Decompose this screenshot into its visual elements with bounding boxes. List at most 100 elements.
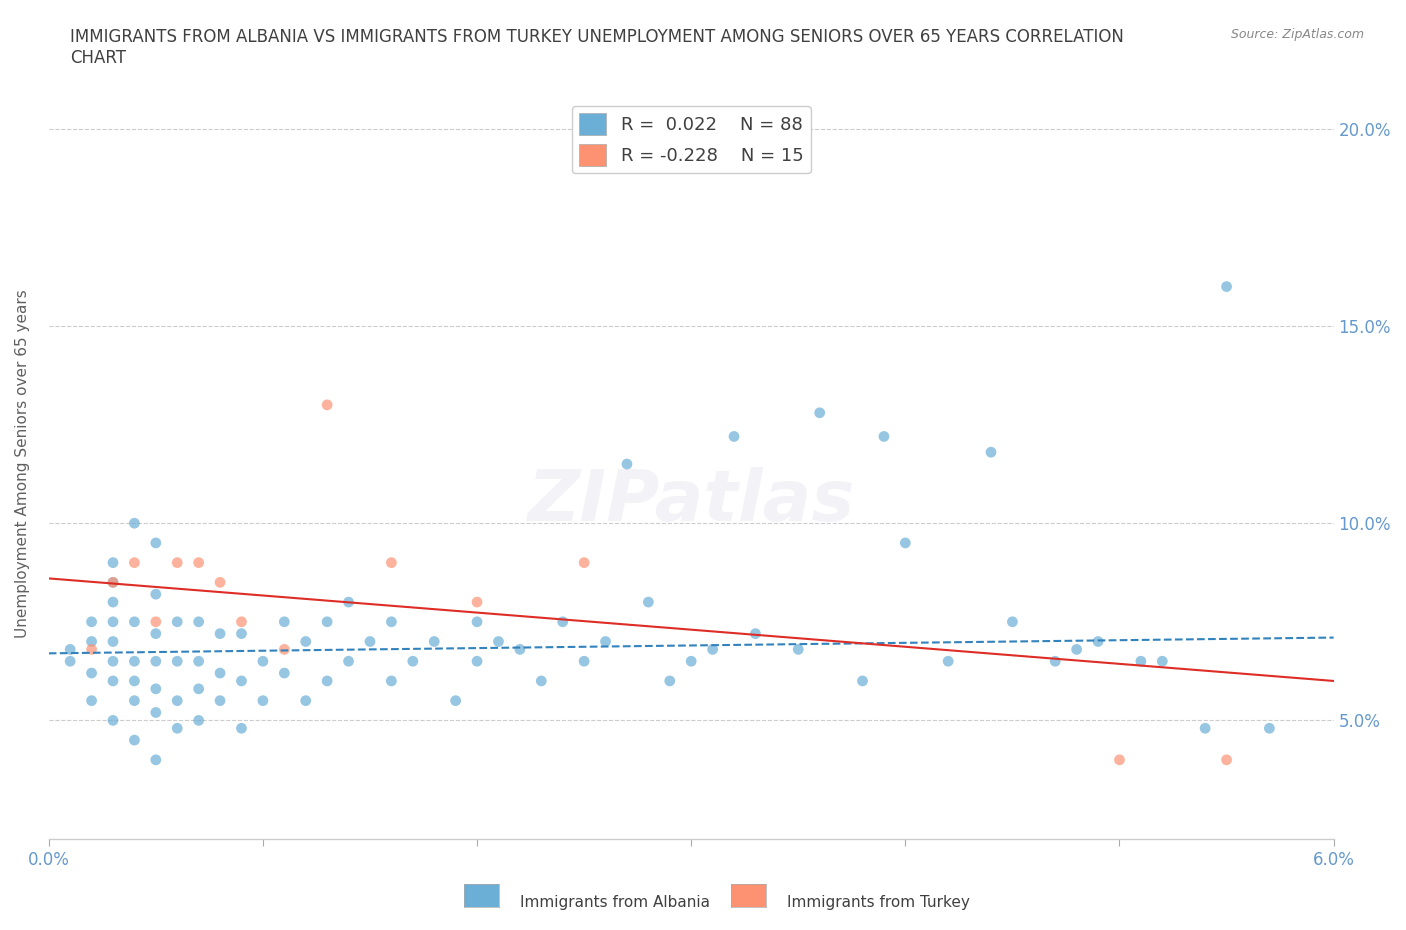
Point	[551, 615, 574, 630]
Point	[124, 516, 146, 531]
Point	[444, 693, 467, 708]
Point	[509, 642, 531, 657]
Point	[873, 429, 896, 444]
Point	[637, 594, 659, 609]
Point	[316, 397, 339, 412]
Point	[124, 615, 146, 630]
Point	[187, 555, 209, 570]
Point	[101, 673, 124, 688]
Point	[209, 693, 232, 708]
Point	[273, 666, 295, 681]
Point	[80, 634, 103, 649]
Point	[187, 654, 209, 669]
Point	[530, 673, 553, 688]
Point	[337, 654, 360, 669]
Point	[1258, 721, 1281, 736]
Point	[231, 673, 253, 688]
Point	[1045, 654, 1067, 669]
Point	[359, 634, 381, 649]
Point	[488, 634, 510, 649]
Point	[465, 615, 488, 630]
Point	[187, 713, 209, 728]
Point	[166, 721, 188, 736]
Point	[380, 615, 402, 630]
Point	[380, 673, 402, 688]
Point	[851, 673, 873, 688]
Point	[101, 713, 124, 728]
Point	[273, 615, 295, 630]
Point	[231, 615, 253, 630]
Point	[145, 615, 167, 630]
Point	[145, 752, 167, 767]
Point	[294, 634, 316, 649]
Point	[595, 634, 617, 649]
Point	[723, 429, 745, 444]
Point	[209, 575, 232, 590]
Point	[465, 654, 488, 669]
Point	[145, 536, 167, 551]
Point	[1215, 279, 1237, 294]
Point	[894, 536, 917, 551]
Point	[59, 654, 82, 669]
Point	[337, 594, 360, 609]
Point	[145, 587, 167, 602]
Point	[124, 555, 146, 570]
Point	[80, 615, 103, 630]
Point	[423, 634, 446, 649]
Point	[209, 626, 232, 641]
Point	[187, 615, 209, 630]
Point	[402, 654, 425, 669]
Point	[231, 721, 253, 736]
Point	[316, 673, 339, 688]
Point	[145, 682, 167, 697]
Point	[980, 445, 1002, 459]
Point	[616, 457, 638, 472]
Point	[145, 654, 167, 669]
Point	[787, 642, 810, 657]
Point	[316, 615, 339, 630]
Point	[124, 673, 146, 688]
Point	[572, 555, 595, 570]
Point	[101, 615, 124, 630]
Text: IMMIGRANTS FROM ALBANIA VS IMMIGRANTS FROM TURKEY UNEMPLOYMENT AMONG SENIORS OVE: IMMIGRANTS FROM ALBANIA VS IMMIGRANTS FR…	[70, 28, 1125, 67]
Point	[1129, 654, 1152, 669]
Legend: R =  0.022    N = 88, R = -0.228    N = 15: R = 0.022 N = 88, R = -0.228 N = 15	[572, 106, 810, 174]
Point	[101, 575, 124, 590]
Point	[124, 654, 146, 669]
Point	[101, 634, 124, 649]
Point	[808, 405, 831, 420]
Point	[273, 642, 295, 657]
Point	[166, 555, 188, 570]
Text: Immigrants from Turkey: Immigrants from Turkey	[787, 895, 970, 910]
Point	[465, 594, 488, 609]
Point	[59, 642, 82, 657]
Point	[231, 626, 253, 641]
Point	[658, 673, 681, 688]
Point	[1108, 752, 1130, 767]
Point	[166, 654, 188, 669]
Point	[166, 615, 188, 630]
Point	[101, 594, 124, 609]
Point	[1001, 615, 1024, 630]
Point	[101, 555, 124, 570]
Point	[166, 693, 188, 708]
Point	[124, 733, 146, 748]
Point	[681, 654, 703, 669]
Point	[380, 555, 402, 570]
Y-axis label: Unemployment Among Seniors over 65 years: Unemployment Among Seniors over 65 years	[15, 289, 30, 638]
Point	[252, 654, 274, 669]
Point	[80, 693, 103, 708]
Point	[702, 642, 724, 657]
Text: ZIPatlas: ZIPatlas	[527, 467, 855, 536]
Point	[1066, 642, 1088, 657]
Point	[124, 693, 146, 708]
Text: Immigrants from Albania: Immigrants from Albania	[520, 895, 710, 910]
Point	[80, 642, 103, 657]
Point	[744, 626, 766, 641]
Point	[294, 693, 316, 708]
Point	[145, 626, 167, 641]
Point	[1215, 752, 1237, 767]
Point	[1194, 721, 1216, 736]
Point	[101, 654, 124, 669]
Point	[145, 705, 167, 720]
